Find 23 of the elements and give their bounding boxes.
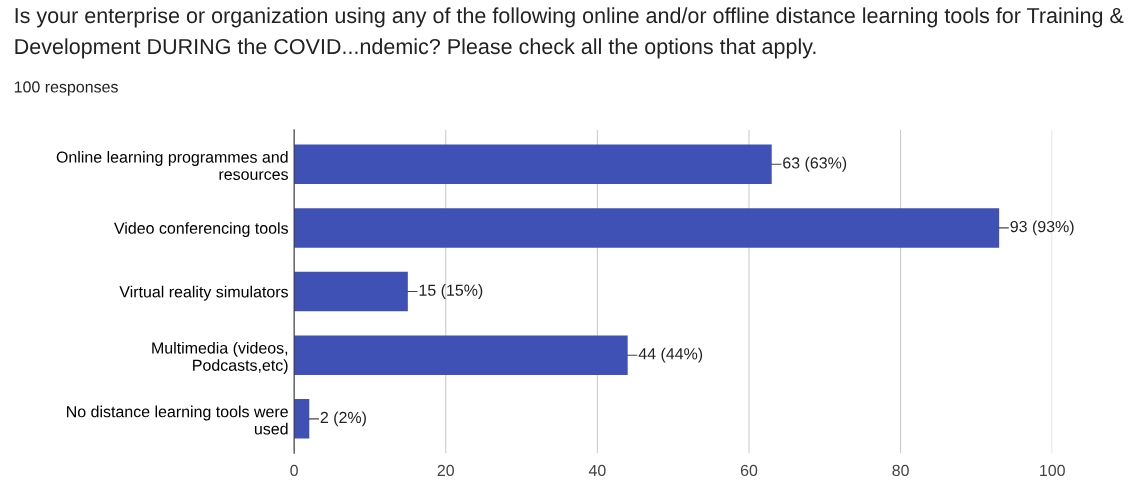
x-tick-label: 40 [588, 464, 606, 477]
data-label: 15 (15%) [419, 284, 483, 299]
text: 100 responses [14, 81, 118, 96]
bar [294, 399, 310, 439]
bar [294, 208, 1000, 248]
data-label: 2 (2%) [320, 411, 366, 427]
data-label: 44 (44%) [638, 347, 703, 363]
x-tick-label: 20 [437, 464, 454, 477]
y-tick-label: Multimedia (videos, Podcasts,etc) [152, 341, 288, 375]
x-tick-label: 0 [290, 464, 298, 477]
x-tick-label: 60 [740, 464, 758, 477]
y-tick-label: No distance learning tools were used [67, 405, 288, 435]
x-tick-label: 100 [1040, 464, 1065, 477]
bar [294, 271, 408, 312]
data-label: 63 (63%) [783, 156, 847, 172]
x-tick-label: 80 [892, 464, 909, 477]
y-tick-label: Virtual reality simulators [119, 285, 288, 301]
y-tick-label: Video conferencing tools [114, 222, 288, 238]
chart-title: Is your enterprise or organization using any of the following online and/or offline distance learning tools for Training & Development DURING the COVID...ndemic? Please check all the options that apply. [15, 7, 1124, 59]
bar [294, 144, 772, 184]
bar [294, 335, 628, 375]
y-tick-label: Online learning programmes and resources [56, 151, 288, 180]
data-label: 93 (93%) [1010, 220, 1074, 236]
